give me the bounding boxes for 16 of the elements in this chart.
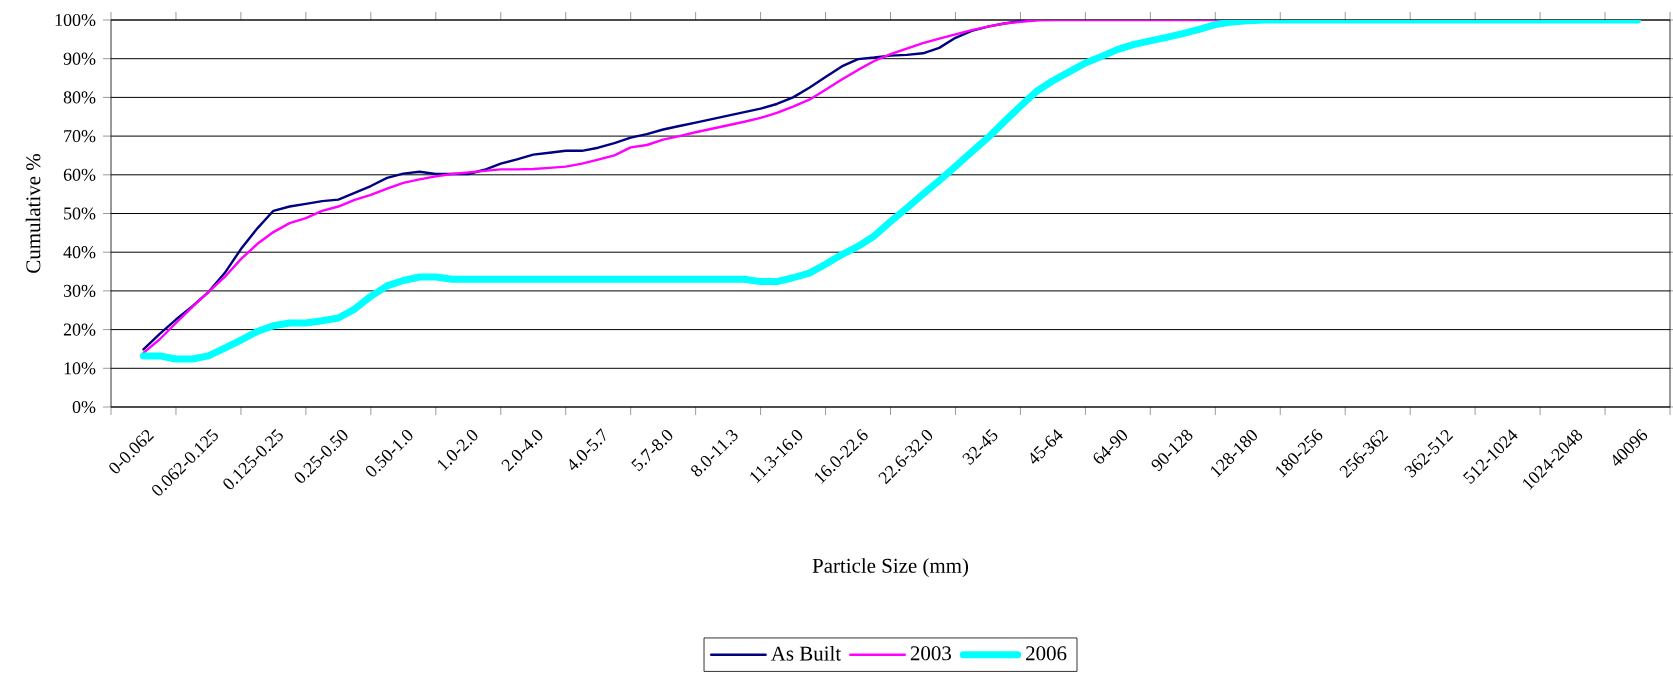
y-axis-title: Cumulative % [25, 154, 41, 273]
y-tick-label: 50% [64, 207, 96, 220]
y-tick-label: 40% [63, 246, 96, 259]
y-tick-label: 60% [63, 168, 96, 181]
legend-label: 2003 [910, 646, 951, 661]
legend-label: As Built [771, 645, 842, 661]
x-axis-title: Particle Size (mm) [812, 558, 969, 578]
y-tick-label: 90% [63, 52, 96, 65]
y-tick-label: 10% [64, 362, 96, 375]
y-tick-label: 30% [63, 284, 96, 297]
y-tick-label: 70% [64, 130, 96, 143]
y-tick-label: 20% [63, 323, 96, 336]
y-tick-label: 0% [72, 400, 96, 414]
y-tick-label: 100% [55, 13, 96, 27]
y-tick-label: 80% [63, 91, 96, 104]
legend-label: 2006 [1026, 646, 1067, 661]
